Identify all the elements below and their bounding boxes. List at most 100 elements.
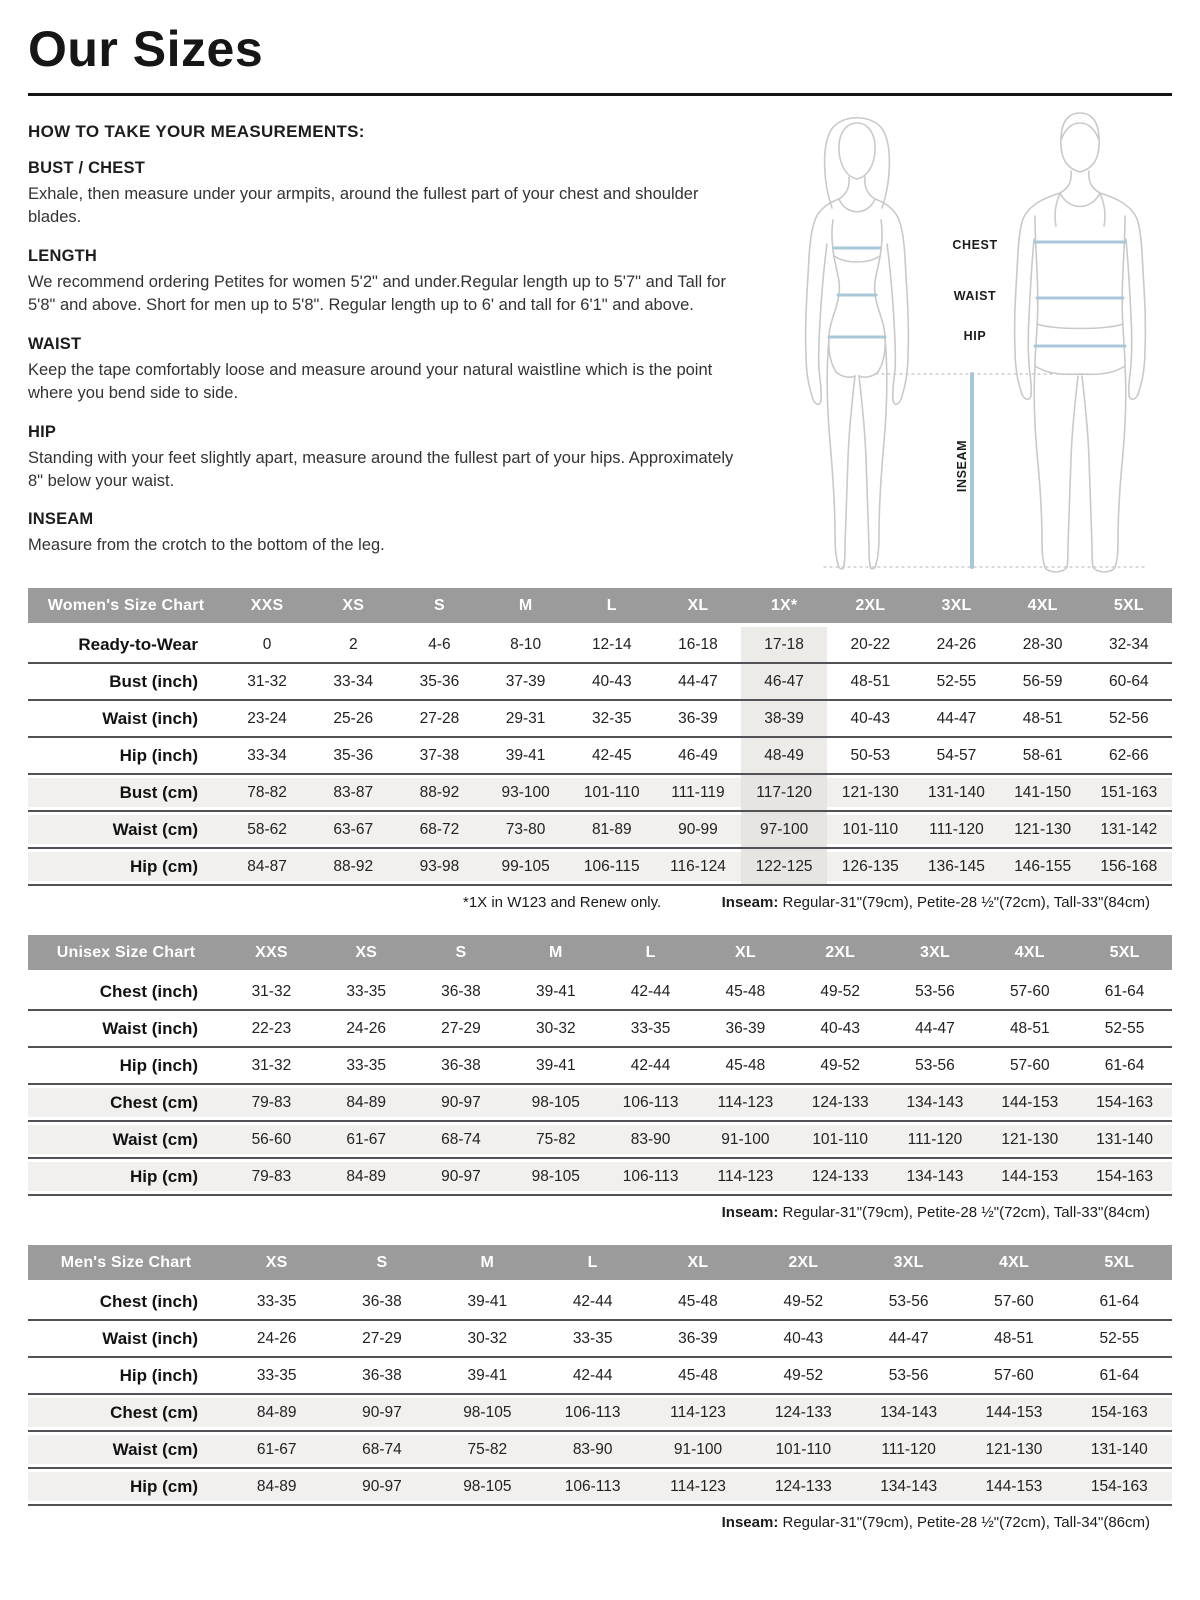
- size-cell: 33-35: [539, 1320, 646, 1358]
- size-cell: 91-100: [697, 1121, 793, 1159]
- size-cell: 121-130: [999, 811, 1086, 849]
- size-cell: 98-105: [434, 1394, 540, 1432]
- size-cell: 52-56: [1085, 700, 1172, 738]
- size-column-header: 2XL: [750, 1245, 856, 1284]
- size-guide-page: Our Sizes HOW TO TAKE YOUR MEASUREMENTS:…: [28, 21, 1172, 1531]
- size-cell: 124-133: [750, 1394, 856, 1432]
- size-column-header: 3XL: [913, 588, 1000, 627]
- size-cell: 29-31: [482, 700, 569, 738]
- mens-size-table: Men's Size Chart XS S M L XL 2XL 3XL 4XL 5XL Chest…: [28, 1245, 1172, 1506]
- size-cell: 23-24: [224, 700, 311, 738]
- size-cell: 60-64: [1085, 663, 1172, 701]
- size-cell: 27-28: [396, 700, 483, 738]
- size-cell: 61-67: [318, 1121, 414, 1159]
- size-cell: 54-57: [913, 737, 1000, 775]
- size-cell: 78-82: [224, 774, 311, 812]
- size-cell: 90-97: [413, 1158, 509, 1196]
- size-cell: 131-140: [1077, 1121, 1172, 1159]
- size-cell: 146-155: [999, 848, 1086, 886]
- size-cell: 20-22: [827, 625, 914, 664]
- page-title: Our Sizes: [28, 21, 264, 77]
- size-cell: 63-67: [310, 811, 397, 849]
- size-cell: 134-143: [855, 1394, 962, 1432]
- inseam-note: Inseam: Regular-31"(79cm), Petite-28 ½"(…: [721, 1204, 1150, 1221]
- size-cell: 106-113: [539, 1394, 646, 1432]
- size-cell: 44-47: [855, 1320, 962, 1358]
- size-cell: 58-62: [224, 811, 311, 849]
- table-title: Unisex Size Chart: [28, 935, 224, 974]
- size-cell: 53-56: [855, 1357, 962, 1395]
- size-cell: 48-51: [961, 1320, 1067, 1358]
- size-cell: 98-105: [508, 1158, 604, 1196]
- row-label: Chest (cm): [28, 1084, 224, 1122]
- table-row: Chest (inch) 31-32 33-35 36-38 39-41 42-44 45-…: [28, 972, 1172, 1011]
- size-column-header: XL: [697, 935, 793, 974]
- size-cell: 90-97: [329, 1468, 435, 1506]
- size-cell: 33-35: [318, 1047, 414, 1085]
- size-cell: 121-130: [982, 1121, 1078, 1159]
- size-cell: 33-35: [603, 1010, 698, 1048]
- instruction-title: LENGTH: [28, 246, 98, 265]
- instruction-body: We recommend ordering Petites for women …: [28, 272, 726, 315]
- size-cell: 88-92: [310, 848, 397, 886]
- size-cell: 90-97: [413, 1084, 509, 1122]
- instruction-title: WAIST: [28, 334, 82, 353]
- unisex-size-table: Unisex Size Chart XXS XS S M L XL 2XL 3XL 4XL 5XL C…: [28, 935, 1172, 1196]
- size-cell: 42-44: [539, 1282, 646, 1321]
- size-cell: 61-64: [1077, 972, 1172, 1011]
- size-column-header: XS: [318, 935, 414, 974]
- size-cell: 68-74: [329, 1431, 435, 1469]
- size-column-header: 5XL: [1077, 935, 1172, 974]
- row-label: Waist (cm): [28, 1431, 224, 1469]
- size-cell: 30-32: [508, 1010, 604, 1048]
- row-label: Chest (inch): [28, 1282, 224, 1321]
- size-column-header: XS: [224, 1245, 330, 1284]
- size-cell: 61-64: [1077, 1047, 1172, 1085]
- size-cell: 126-135: [827, 848, 914, 886]
- size-cell: 42-45: [568, 737, 655, 775]
- table-row: Waist (inch) 24-26 27-29 30-32 33-35 36-39 40-…: [28, 1320, 1172, 1358]
- size-column-header: 3XL: [887, 935, 983, 974]
- size-column-header: 4XL: [961, 1245, 1067, 1284]
- size-cell: 39-41: [508, 972, 604, 1011]
- size-cell: 144-153: [961, 1468, 1067, 1506]
- size-cell: 144-153: [961, 1394, 1067, 1432]
- size-cell: 136-145: [913, 848, 1000, 886]
- size-cell: 44-47: [654, 663, 742, 701]
- size-cell: 121-130: [961, 1431, 1067, 1469]
- size-column-header: 3XL: [855, 1245, 962, 1284]
- size-cell: 52-55: [1077, 1010, 1172, 1048]
- size-cell: 31-32: [224, 1047, 319, 1085]
- size-cell: 114-123: [645, 1394, 751, 1432]
- size-column-header: XL: [645, 1245, 751, 1284]
- size-cell: 36-38: [413, 972, 509, 1011]
- size-cell: 4-6: [396, 625, 483, 664]
- size-cell: 131-140: [1066, 1431, 1172, 1469]
- title-divider: [28, 93, 1172, 96]
- size-cell: 52-55: [1066, 1320, 1172, 1358]
- table-row: Hip (inch) 31-32 33-35 36-38 39-41 42-44 45-48…: [28, 1047, 1172, 1085]
- size-cell: 36-38: [413, 1047, 509, 1085]
- size-cell: 73-80: [482, 811, 569, 849]
- size-cell: 53-56: [887, 1047, 983, 1085]
- one-x-note: *1X in W123 and Renew only.: [463, 894, 662, 911]
- size-cell: 83-87: [310, 774, 397, 812]
- table-row: Hip (inch) 33-35 36-38 39-41 42-44 45-48 49-52…: [28, 1357, 1172, 1395]
- row-label: Waist (cm): [28, 811, 224, 849]
- size-cell: 39-41: [508, 1047, 604, 1085]
- size-cell: 117-120: [741, 774, 828, 812]
- size-cell: 83-90: [603, 1121, 698, 1159]
- size-cell: 33-35: [318, 972, 414, 1011]
- size-column-header: M: [508, 935, 604, 974]
- row-label: Waist (inch): [28, 1320, 224, 1358]
- size-cell: 36-39: [645, 1320, 751, 1358]
- instruction-section: INSEAM Measure from the crotch to the bot…: [28, 510, 770, 557]
- size-cell: 106-113: [603, 1084, 698, 1122]
- instruction-body: Keep the tape comfortably loose and meas…: [28, 360, 713, 403]
- instruction-body: Standing with your feet slightly apart, …: [28, 448, 734, 490]
- size-cell: 131-140: [913, 774, 1000, 812]
- size-cell: 35-36: [310, 737, 397, 775]
- row-label: Hip (inch): [28, 1047, 224, 1085]
- size-cell: 32-35: [568, 700, 655, 738]
- size-column-header: L: [603, 935, 698, 974]
